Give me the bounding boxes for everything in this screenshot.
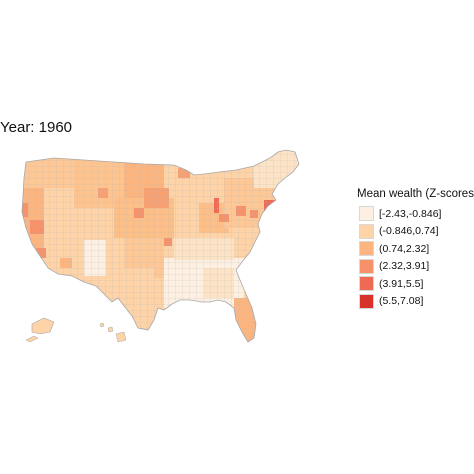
legend-item: (2.32,3.91] bbox=[357, 258, 474, 276]
legend-swatch bbox=[359, 206, 374, 222]
contiguous-us-counties bbox=[22, 150, 299, 342]
legend-item: (3.91,5.5] bbox=[357, 275, 474, 293]
legend-label: (2.32,3.91] bbox=[379, 260, 430, 273]
alaska bbox=[25, 317, 55, 343]
legend-swatch bbox=[359, 241, 374, 257]
legend-swatch bbox=[359, 223, 374, 239]
legend-item: (5.5,7.08] bbox=[357, 293, 474, 311]
hawaii bbox=[99, 322, 127, 343]
legend-label: [-2.43,-0.846] bbox=[379, 207, 442, 220]
legend-title: Mean wealth (Z-scores) bbox=[357, 188, 474, 200]
legend-label: (-0.846,0.74] bbox=[379, 225, 439, 238]
us-outline bbox=[21, 149, 300, 343]
legend-swatch bbox=[359, 258, 374, 274]
map-title: Year: 1960 bbox=[0, 119, 73, 136]
legend-swatch bbox=[359, 293, 374, 309]
choropleth-map bbox=[14, 148, 344, 356]
legend-label: (0.74,2.32] bbox=[379, 242, 430, 255]
legend-item: (-0.846,0.74] bbox=[357, 223, 474, 241]
legend-label: (3.91,5.5] bbox=[379, 277, 424, 290]
map-legend: Mean wealth (Z-scores) [-2.43,-0.846] (-… bbox=[357, 187, 474, 310]
legend-item: (0.74,2.32] bbox=[357, 240, 474, 258]
legend-label: (5.5,7.08] bbox=[379, 295, 424, 308]
legend-swatch bbox=[359, 276, 374, 292]
legend-item: [-2.43,-0.846] bbox=[357, 205, 474, 223]
